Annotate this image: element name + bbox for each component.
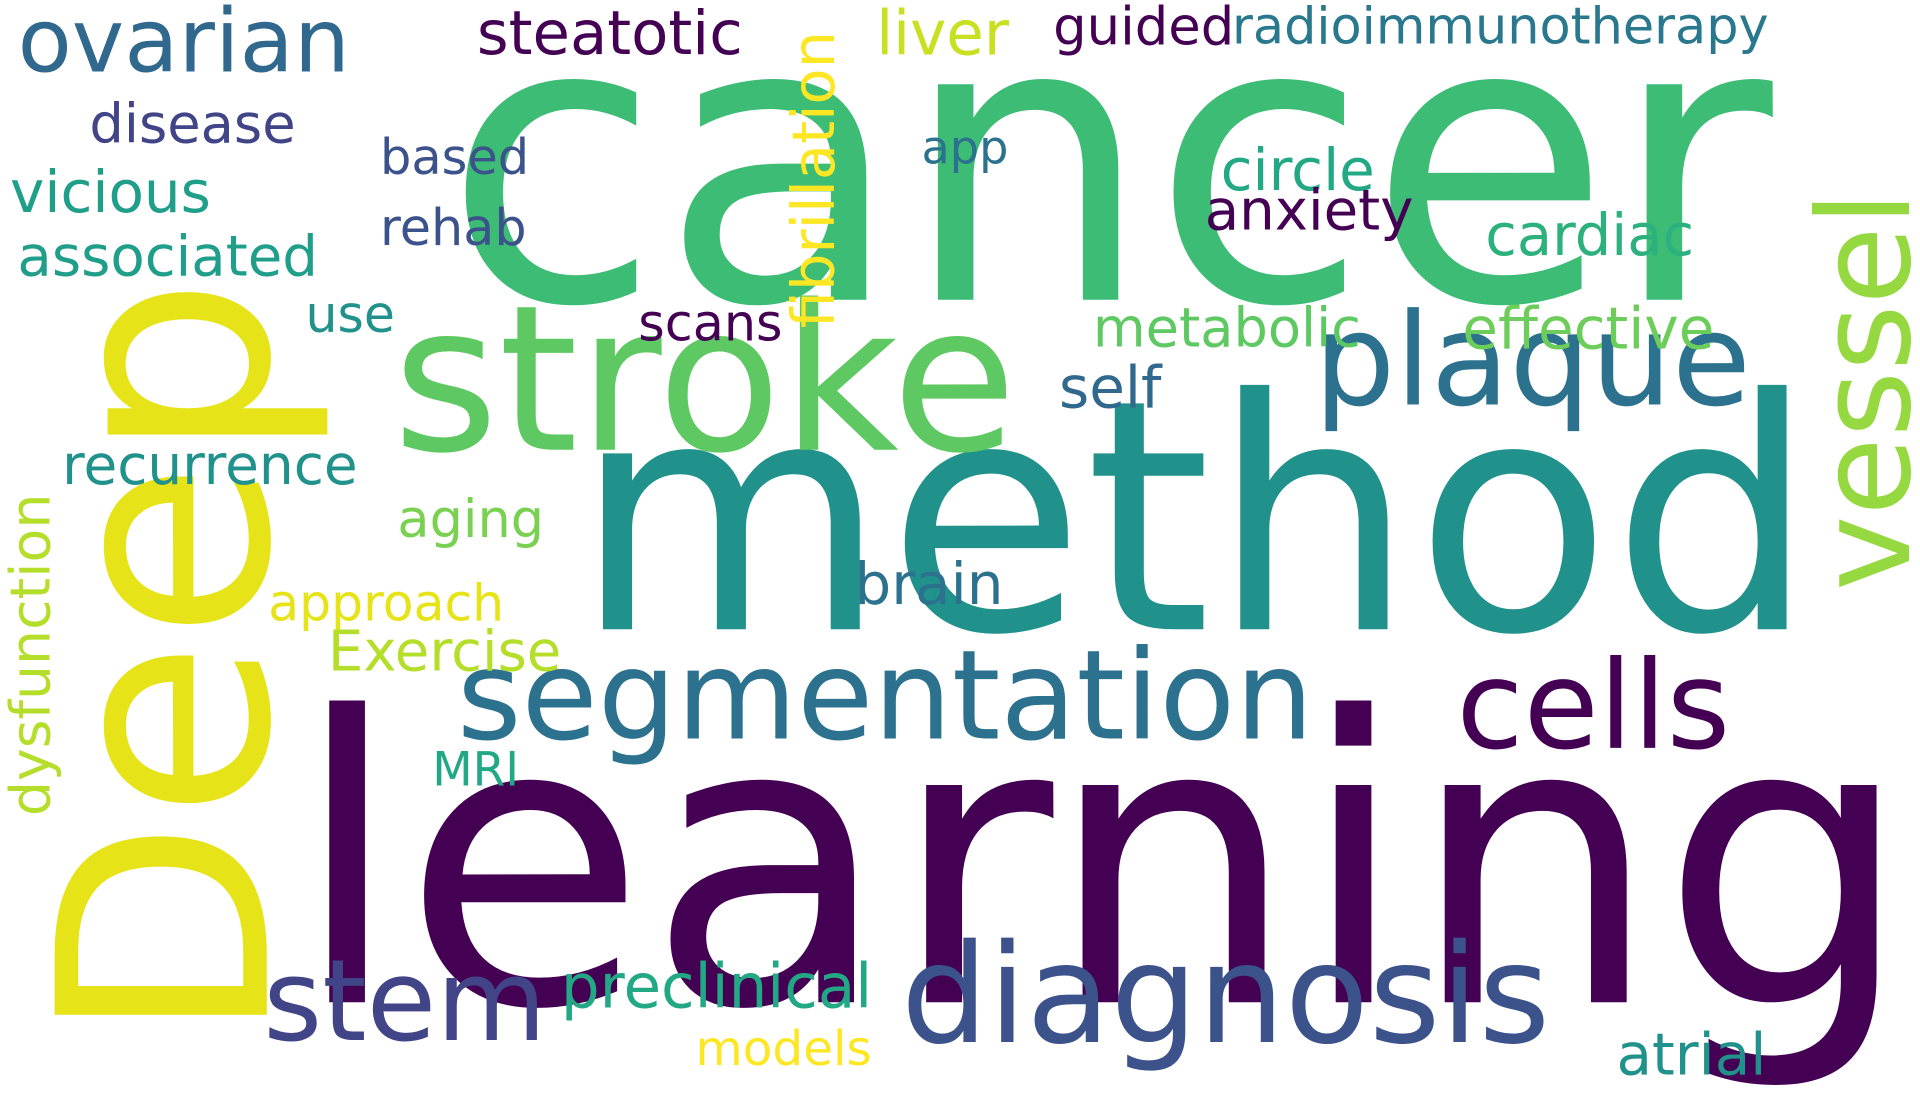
word-steatotic: steatotic bbox=[476, 0, 743, 69]
word-brain: brain bbox=[854, 550, 1004, 618]
word-app: app bbox=[921, 120, 1009, 175]
word-recurrence: recurrence bbox=[62, 433, 358, 497]
word-effective: effective bbox=[1462, 294, 1715, 363]
word-circle: circle bbox=[1220, 135, 1375, 204]
word-fibrillation: fibrillation bbox=[779, 30, 848, 329]
word-rehab: rehab bbox=[380, 198, 527, 258]
word-metabolic: metabolic bbox=[1092, 296, 1361, 360]
word-exercise: Exercise bbox=[327, 619, 562, 685]
word-preclinical: preclinical bbox=[560, 951, 873, 1023]
word-based: based bbox=[380, 127, 530, 186]
word-method: method bbox=[573, 330, 1816, 706]
word-aging: aging bbox=[397, 489, 545, 551]
word-anxiety: anxiety bbox=[1204, 178, 1414, 244]
word-atrial: atrial bbox=[1616, 1020, 1767, 1089]
word-segmentation: segmentation bbox=[457, 624, 1314, 769]
word-scans: scans bbox=[638, 293, 783, 353]
word-liver: liver bbox=[876, 0, 1010, 70]
word-radioimmunotherapy: radioimmunotherapy bbox=[1232, 0, 1769, 57]
word-approach: approach bbox=[268, 573, 505, 633]
word-self: self bbox=[1059, 353, 1162, 422]
word-cancer: cancer bbox=[444, 0, 1773, 393]
word-mri: MRI bbox=[432, 742, 520, 798]
word-disease: disease bbox=[89, 92, 296, 156]
word-stroke: stroke bbox=[392, 260, 1017, 498]
word-learning: learning bbox=[291, 633, 1913, 1096]
word-stem: stem bbox=[263, 935, 547, 1068]
word-diagnosis: diagnosis bbox=[901, 915, 1551, 1075]
word-use: use bbox=[305, 284, 395, 344]
word-ovarian: ovarian bbox=[17, 0, 351, 93]
word-vicious: vicious bbox=[10, 157, 211, 226]
word-cardiac: cardiac bbox=[1485, 202, 1695, 270]
word-guided: guided bbox=[1053, 0, 1235, 58]
word-deep: Deep bbox=[0, 276, 336, 1044]
word-associated: associated bbox=[17, 224, 318, 290]
word-cells: cells bbox=[1456, 635, 1731, 778]
word-vessel: vessel bbox=[1791, 190, 1920, 591]
word-models: models bbox=[695, 1021, 872, 1078]
word-plaque: plaque bbox=[1313, 286, 1751, 436]
word-dysfunction: dysfunction bbox=[0, 493, 64, 817]
